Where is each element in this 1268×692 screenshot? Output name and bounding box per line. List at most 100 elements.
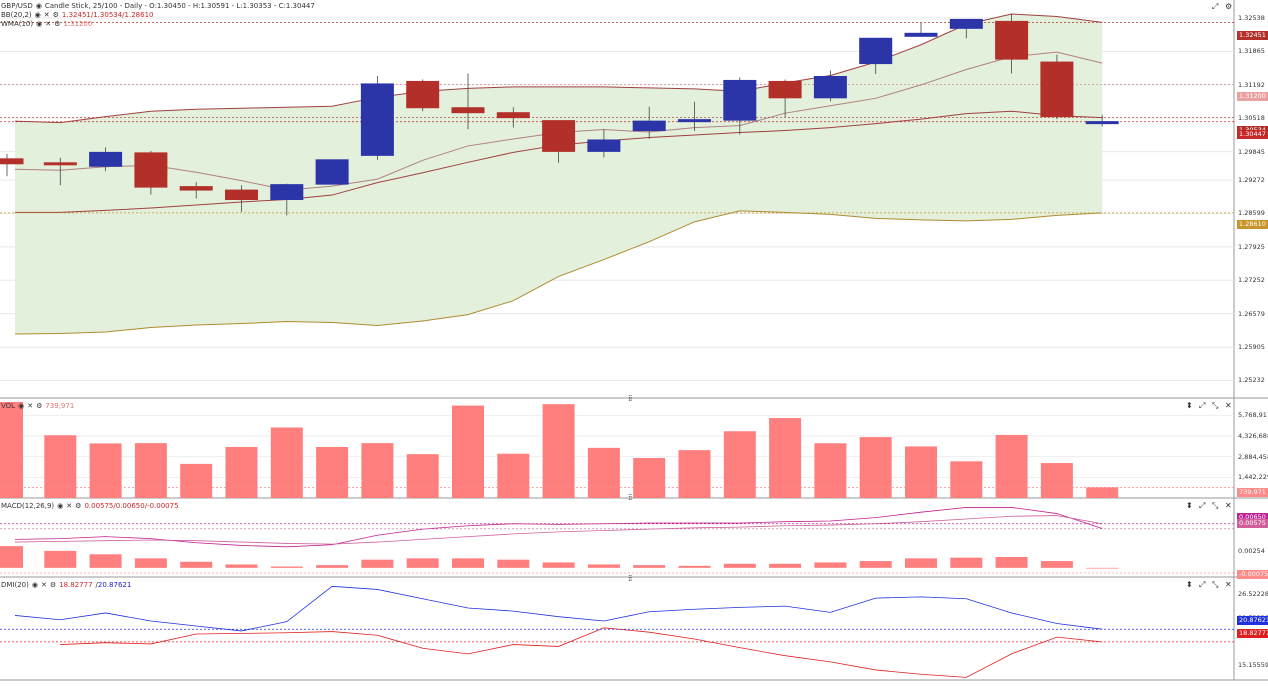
macd-hist-tag: -0.00075 — [1237, 570, 1268, 579]
bb-label: BB(20,2) — [1, 11, 32, 19]
volume-bar — [814, 443, 847, 498]
symbol-label: GBP/USD — [1, 2, 33, 10]
candle-body — [995, 20, 1029, 60]
candle-body — [723, 79, 757, 121]
price-tick-label: 1.27252 — [1238, 276, 1265, 285]
resize-handle-icon[interactable]: ⣿ — [628, 495, 633, 501]
eye-icon[interactable]: ◉ — [36, 20, 43, 28]
volume-bar — [769, 418, 802, 498]
close-icon[interactable]: ✕ — [27, 402, 34, 410]
volume-bar — [452, 405, 484, 498]
gear-icon[interactable]: ⚙ — [75, 502, 82, 510]
volume-bar — [361, 443, 394, 498]
volume-tick-label: 4,326,688 — [1238, 432, 1268, 440]
price-tick-label: 1.32538 — [1238, 14, 1265, 23]
macd-histogram-bar — [361, 559, 394, 568]
move-panel-icon[interactable]: ⬍ — [1186, 501, 1193, 510]
close-panel-icon[interactable]: ✕ — [1225, 501, 1232, 510]
macd-histogram-bar — [723, 563, 756, 568]
bb-upper-tag: 1.32451 — [1237, 31, 1268, 40]
price-tick-label: 1.25905 — [1238, 343, 1265, 352]
gear-icon[interactable]: ⚙ — [52, 11, 59, 19]
candle-body — [632, 120, 666, 132]
candle-body — [89, 151, 123, 167]
macd-histogram-bar — [316, 565, 349, 568]
macd-histogram-bar — [542, 562, 575, 568]
close-panel-icon[interactable]: ✕ — [1225, 580, 1232, 589]
gear-icon[interactable]: ⚙ — [54, 20, 61, 28]
volume-bar — [406, 454, 439, 498]
bb-upper-line — [14, 13, 1103, 124]
volume-bar — [270, 427, 303, 498]
wma-value: 1.31200 — [63, 20, 93, 28]
resize-handle-icon[interactable]: ⣿ — [628, 396, 633, 402]
candle-body — [587, 139, 621, 152]
move-panel-icon[interactable]: ⬍ — [1186, 580, 1193, 589]
volume-bar — [723, 431, 756, 498]
candle-body — [949, 18, 983, 29]
eye-icon[interactable]: ◉ — [35, 2, 42, 10]
gear-icon[interactable]: ⚙ — [36, 402, 43, 410]
last-price-tag: 1.30447 — [1237, 130, 1268, 139]
volume-tick-label: 5,768,917 — [1238, 411, 1268, 420]
candle-body — [315, 159, 349, 185]
close-panel-icon[interactable]: ✕ — [1225, 401, 1232, 410]
collapse-icon[interactable]: ⤡ — [1212, 580, 1219, 589]
volume-bar — [89, 443, 122, 498]
collapse-icon[interactable]: ⤡ — [1212, 401, 1219, 410]
expand-icon[interactable]: ⤢ — [1199, 401, 1206, 410]
candle-body — [270, 184, 304, 201]
dmi-minus: 18.82777 — [59, 581, 93, 589]
macd-tick-label: 0.00254 — [1238, 546, 1265, 555]
candle-body — [225, 189, 258, 201]
macd-histogram-bar — [859, 561, 892, 568]
volume-tick-label: 2,884,458 — [1238, 452, 1268, 461]
candle-body — [1085, 121, 1119, 125]
dmi-minus-line — [60, 627, 1103, 678]
gear-icon[interactable]: ⚙ — [49, 581, 57, 589]
expand-icon[interactable]: ⤢ — [1199, 501, 1206, 510]
volume-tick-label: 1,442,229 — [1238, 473, 1268, 482]
eye-icon[interactable]: ◉ — [57, 502, 64, 510]
resize-handle-icon[interactable]: ⣿ — [628, 576, 633, 582]
bb-lower-line — [14, 210, 1103, 335]
candle-body — [813, 75, 847, 99]
macd-histogram-bar — [905, 558, 937, 568]
settings-icon[interactable]: ⚙ — [1225, 2, 1233, 11]
macd-label: MACD(12,26,9) — [1, 502, 55, 510]
macd-histogram-bar — [44, 550, 77, 568]
wma-tag: 1.31200 — [1237, 92, 1268, 101]
wma-label: WMA(10) — [1, 20, 34, 28]
volume-bar — [542, 404, 575, 498]
candle-body — [360, 83, 394, 156]
dmi-minus-tag: 18.82777 — [1237, 629, 1268, 638]
close-icon[interactable]: ✕ — [66, 502, 73, 510]
macd-histogram-bar — [678, 565, 711, 568]
candle-body — [859, 37, 893, 65]
eye-icon[interactable]: ◉ — [18, 402, 25, 410]
candle-body — [496, 112, 530, 119]
price-tick-label: 1.29845 — [1238, 147, 1265, 156]
bb-lower-tag: 1.28610 — [1237, 220, 1268, 229]
close-icon[interactable]: ✕ — [40, 581, 47, 589]
volume-bar — [225, 446, 258, 498]
macd-histogram-bar — [633, 565, 666, 568]
macd-histogram-bar — [134, 558, 167, 568]
candle-body — [134, 152, 168, 188]
eye-icon[interactable]: ◉ — [31, 581, 38, 589]
collapse-icon[interactable]: ⤡ — [1212, 501, 1219, 510]
price-tick-label: 1.25232 — [1238, 376, 1265, 385]
expand-icon[interactable]: ⤢ — [1199, 580, 1206, 589]
candle-body — [904, 32, 938, 37]
close-icon[interactable]: ✕ — [43, 11, 50, 19]
close-icon[interactable]: ✕ — [45, 20, 52, 28]
candle-body — [768, 80, 802, 99]
volume-bar — [905, 446, 937, 498]
eye-icon[interactable]: ◉ — [34, 11, 41, 19]
move-panel-icon[interactable]: ⬍ — [1186, 401, 1193, 410]
expand-icon[interactable]: ⤢ — [1212, 2, 1219, 11]
macd-histogram-bar — [225, 564, 258, 568]
bb-values: 1.32451/1.30534/1.28610 — [61, 11, 154, 19]
volume-bar — [678, 450, 711, 498]
